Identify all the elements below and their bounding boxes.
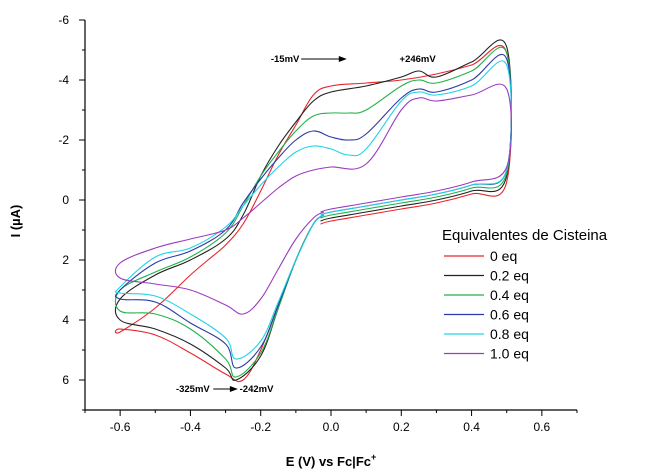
- y-tick-label: -4: [58, 73, 69, 87]
- y-axis-title: I (µA): [8, 205, 23, 238]
- axes: -0.6 -0.4 -0.2 0.0 0.2 0.4 0.6 -6 -4 -2 0 2 4 6: [58, 13, 578, 434]
- x-axis-title: E (V) vs Fc|Fc+: [286, 452, 377, 469]
- legend-entry-label: 1.0 eq: [490, 346, 529, 362]
- annotation-arrowhead: [338, 56, 347, 62]
- legend-entry-label: 0.8 eq: [490, 326, 529, 342]
- x-tick-label: -0.2: [250, 420, 271, 434]
- annotation-label: +246mV: [400, 54, 437, 65]
- y-tick-label: 0: [62, 193, 69, 207]
- legend-entry-label: 0.4 eq: [490, 287, 529, 303]
- series-line-4: [114, 60, 512, 360]
- annotation-layer: -15mV +246mV -325mV -242mV: [176, 54, 436, 395]
- x-tick-label: 0.0: [323, 420, 340, 434]
- series-line-0: [114, 45, 512, 383]
- legend: Equivalentes de Cisteina 0 eq 0.2 eq 0.4 eq…: [442, 227, 608, 362]
- annotation-label: -242mV: [240, 384, 274, 395]
- legend-entry-label: 0 eq: [490, 248, 517, 264]
- legend-title: Equivalentes de Cisteina: [442, 227, 608, 244]
- x-tick-label: -0.4: [180, 420, 201, 434]
- y-tick-label: 6: [62, 373, 69, 387]
- y-tick-label: 4: [62, 313, 69, 327]
- annotation-arrowhead: [229, 386, 238, 392]
- series-line-1: [114, 39, 512, 381]
- series-line-2: [114, 46, 512, 378]
- series-line-5: [114, 83, 512, 315]
- y-tick-label: -6: [58, 13, 69, 27]
- annotation-label: -325mV: [176, 384, 210, 395]
- x-tick-label: 0.4: [463, 420, 480, 434]
- legend-entry-label: 0.6 eq: [490, 307, 529, 323]
- y-tick-label: 2: [62, 253, 69, 267]
- y-tick-label: -2: [58, 133, 69, 147]
- x-tick-label: 0.6: [534, 420, 551, 434]
- legend-entry-label: 0.2 eq: [490, 268, 529, 284]
- x-tick-label: -0.6: [110, 420, 131, 434]
- annotation-label: -15mV: [271, 54, 300, 65]
- x-tick-label: 0.2: [393, 420, 410, 434]
- series-layer: [114, 39, 512, 383]
